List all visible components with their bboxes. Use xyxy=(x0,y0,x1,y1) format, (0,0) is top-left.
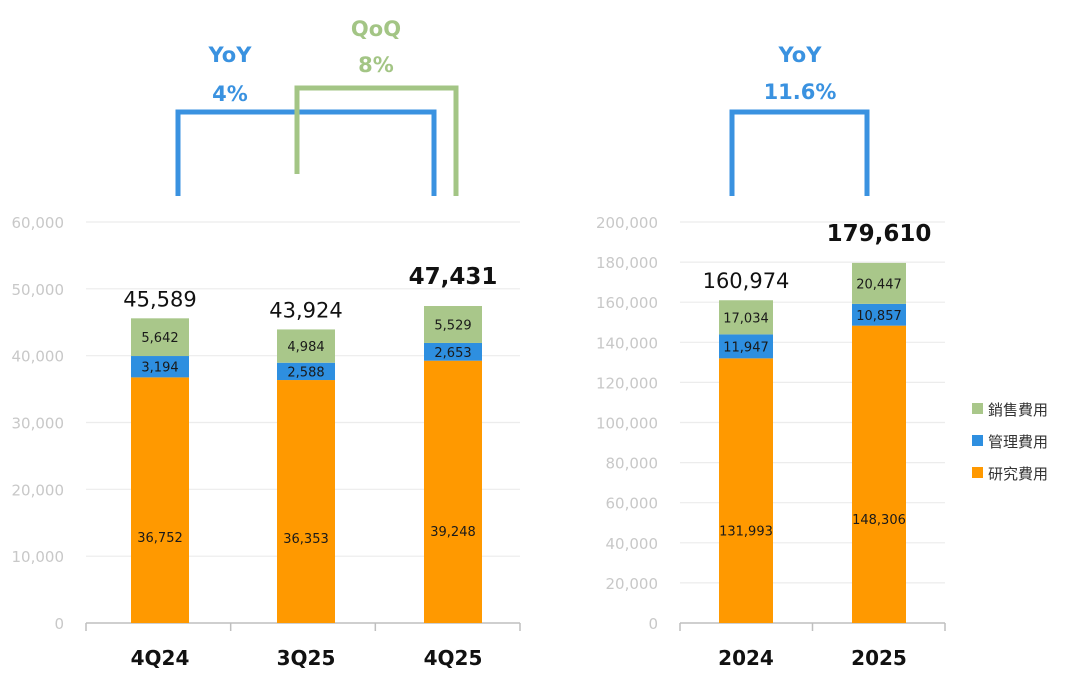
y-tick-label: 20,000 xyxy=(12,481,65,499)
total-label: 45,589 xyxy=(123,287,196,311)
bar-segment xyxy=(131,356,189,378)
x-category-label: 4Q25 xyxy=(424,646,483,670)
data-label: 36,752 xyxy=(137,531,183,546)
bar-segment xyxy=(131,377,189,623)
data-label: 39,248 xyxy=(430,525,476,540)
qoq-value: 8% xyxy=(358,53,394,77)
data-label: 2,588 xyxy=(287,365,324,380)
total-label: 179,610 xyxy=(827,221,932,247)
legend-label: 銷售費用 xyxy=(988,401,1048,419)
yoy-bracket-annual xyxy=(729,109,870,196)
x-category-label: 4Q24 xyxy=(131,646,190,670)
y-tick-label: 180,000 xyxy=(596,254,658,272)
data-label: 2,653 xyxy=(434,346,471,361)
y-tick-label: 60,000 xyxy=(606,495,659,513)
bar-segment xyxy=(852,325,906,623)
x-category-label: 3Q25 xyxy=(277,646,336,670)
yoy-value-quarterly: 4% xyxy=(212,82,248,106)
yoy-bracket-quarterly xyxy=(175,109,437,196)
y-tick-label: 20,000 xyxy=(606,575,659,593)
y-tick-label: 10,000 xyxy=(12,548,65,566)
legend-label: 研究費用 xyxy=(988,465,1048,483)
y-tick-label: 100,000 xyxy=(596,415,658,433)
bar-segment xyxy=(131,318,189,357)
qoq-bracket xyxy=(294,85,459,196)
data-label: 148,306 xyxy=(852,513,906,528)
total-label: 47,431 xyxy=(409,264,498,290)
data-label: 3,194 xyxy=(141,361,178,376)
y-tick-label: 120,000 xyxy=(596,374,658,392)
bar-segment xyxy=(277,380,335,623)
qoq-label: QoQ xyxy=(351,17,401,41)
y-tick-label: 0 xyxy=(648,615,658,633)
bar-segment xyxy=(424,306,482,343)
data-label: 131,993 xyxy=(719,524,773,539)
data-label: 10,857 xyxy=(856,309,902,324)
x-category-label: 2024 xyxy=(718,646,774,670)
yoy-label-quarterly: YoY xyxy=(208,43,253,67)
y-tick-label: 30,000 xyxy=(12,415,65,433)
total-label: 160,974 xyxy=(703,269,790,293)
data-label: 5,642 xyxy=(141,331,178,346)
bar-segment xyxy=(719,358,773,623)
bar-segment xyxy=(424,342,482,361)
y-tick-label: 40,000 xyxy=(606,535,659,553)
bar-segment xyxy=(277,329,335,363)
bar-segment xyxy=(852,262,906,304)
annotations: YoY 4% QoQ 8% YoY 11.6% xyxy=(175,17,870,196)
y-tick-label: 0 xyxy=(54,615,64,633)
chart-2: 0 20,000 40,000 60,000 80,000 100,000 120,000 1… xyxy=(596,214,946,670)
chart-1: 0 10,000 20,000 30,000 40,000 50,000 60,000 36,… xyxy=(12,214,521,670)
y-tick-label: 160,000 xyxy=(596,294,658,312)
x-category-label: 2025 xyxy=(851,646,907,670)
y-tick-label: 200,000 xyxy=(596,214,658,232)
data-label: 11,947 xyxy=(723,340,769,355)
legend-swatch xyxy=(972,467,983,478)
bar-segment xyxy=(719,334,773,359)
y-tick-label: 140,000 xyxy=(596,334,658,352)
bar-segment xyxy=(277,362,335,381)
bar-segment xyxy=(852,303,906,326)
data-label: 36,353 xyxy=(283,532,329,547)
yoy-value-annual: 11.6% xyxy=(764,80,837,104)
data-label: 17,034 xyxy=(723,311,769,326)
data-label: 4,984 xyxy=(287,340,324,355)
legend-swatch xyxy=(972,435,983,446)
y-tick-label: 40,000 xyxy=(12,348,65,366)
bar-segment xyxy=(719,300,773,335)
total-label: 43,924 xyxy=(269,298,342,322)
yoy-label-annual: YoY xyxy=(778,43,823,67)
bar-segment xyxy=(424,360,482,623)
y-tick-label: 60,000 xyxy=(12,214,65,232)
data-label: 5,529 xyxy=(434,318,471,333)
y-tick-label: 80,000 xyxy=(606,455,659,473)
data-label: 20,447 xyxy=(856,277,902,292)
legend-swatch xyxy=(972,403,983,414)
y-tick-label: 50,000 xyxy=(12,281,65,299)
legend-label: 管理費用 xyxy=(988,433,1048,451)
